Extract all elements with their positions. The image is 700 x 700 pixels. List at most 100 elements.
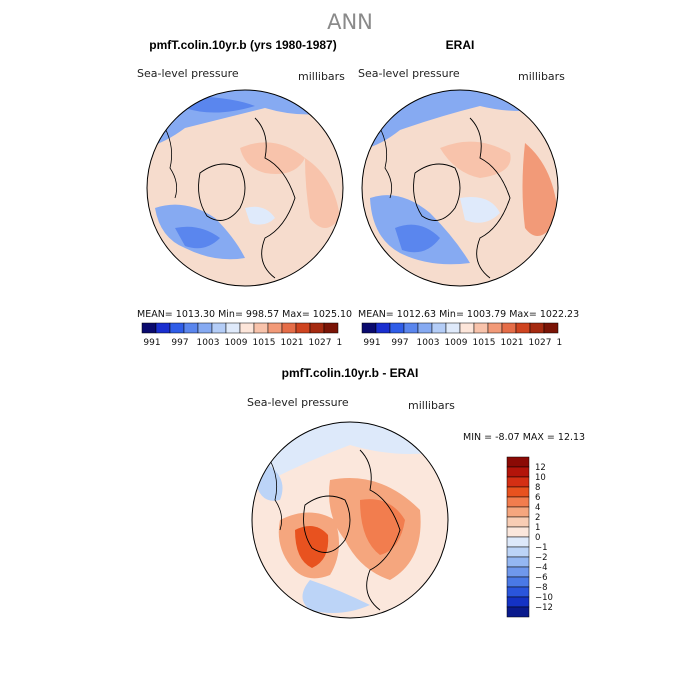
colorbar-boxes — [361, 322, 559, 334]
colorbar-tick-label: 12 — [535, 463, 546, 473]
colorbar-tick-label: 991 — [143, 338, 160, 347]
obs-variable-label: Sea-level pressure — [358, 67, 460, 80]
colorbar-box — [501, 322, 517, 334]
colorbar-box — [267, 322, 283, 334]
colorbar-box — [183, 322, 199, 334]
colorbar-boxes — [141, 322, 339, 334]
colorbar-box — [417, 322, 433, 334]
colorbar-box — [309, 322, 325, 334]
coastline — [254, 117, 296, 279]
model-units-label: millibars — [298, 70, 345, 83]
obs-stats: MEAN= 1012.63 Min= 1003.79 Max= 1022.23 — [358, 309, 580, 320]
colorbar-tick-label: −12 — [535, 603, 553, 613]
map-boundary — [251, 421, 449, 619]
colorbar-box — [506, 536, 530, 548]
colorbar-tick-label: 1033 — [337, 338, 342, 347]
colorbar-labels: 991 997 1003 1009 1015 1021 1027 1033 — [143, 338, 342, 347]
colorbar-box — [506, 556, 530, 568]
model-variable-label: Sea-level pressure — [137, 67, 239, 80]
coastline — [303, 495, 351, 553]
colorbar-tick-label: −1 — [535, 543, 548, 553]
colorbar-box — [295, 322, 311, 334]
model-panel-title: pmfT.colin.10yr.b (yrs 1980-1987) — [149, 38, 337, 52]
coastline — [413, 163, 461, 221]
coastline — [269, 459, 283, 531]
colorbar-box — [506, 546, 530, 558]
colorbar-box — [515, 322, 531, 334]
high-pressure-region — [440, 141, 511, 178]
colorbar-tick-label: 0 — [535, 533, 540, 543]
positive-anomaly-region — [360, 499, 405, 555]
coastline — [469, 117, 511, 279]
colorbar-tick-label: −4 — [535, 563, 548, 573]
colorbar-tick-label: 1033 — [557, 338, 562, 347]
colorbar-box — [253, 322, 269, 334]
figure-title: ANN — [327, 10, 373, 34]
colorbar-box — [506, 516, 530, 528]
colorbar-box — [506, 466, 530, 478]
colorbar-tick-label: 1027 — [529, 338, 552, 347]
colorbar-box — [141, 322, 157, 334]
colorbar-tick-label: 1 — [535, 523, 540, 533]
colorbar-box — [197, 322, 213, 334]
negative-anomaly-region — [302, 580, 370, 614]
map-boundary — [146, 89, 344, 287]
colorbar-box — [506, 596, 530, 608]
colorbar-box — [211, 322, 227, 334]
colorbar-tick-label: 6 — [535, 493, 540, 503]
model-colorbar: 991 997 1003 1009 1015 1021 1027 1033 — [141, 322, 342, 347]
coastline — [379, 127, 393, 199]
colorbar-box — [473, 322, 489, 334]
colorbar-tick-label: 1003 — [197, 338, 220, 347]
colorbar-box — [487, 322, 503, 334]
colorbar-box — [506, 526, 530, 538]
colorbar-tick-label: 1009 — [445, 338, 468, 347]
colorbar-box — [239, 322, 255, 334]
colorbar-box — [403, 322, 419, 334]
colorbar-tick-label: 1009 — [225, 338, 248, 347]
colorbar-tick-label: 991 — [363, 338, 380, 347]
model-polar-map — [146, 89, 344, 287]
colorbar-box — [281, 322, 297, 334]
high-pressure-region — [522, 143, 558, 236]
diff-polar-map — [251, 421, 449, 619]
diff-units-label: millibars — [408, 399, 455, 412]
colorbar-tick-label: 1015 — [473, 338, 496, 347]
high-pressure-region — [305, 158, 340, 228]
colorbar-box — [506, 586, 530, 598]
neutral-region — [245, 206, 275, 225]
colorbar-tick-label: −2 — [535, 553, 548, 563]
colorbar-tick-label: −10 — [535, 593, 553, 603]
obs-colorbar: 991 997 1003 1009 1015 1021 1027 1033 — [361, 322, 562, 347]
colorbar-box — [155, 322, 171, 334]
colorbar-tick-label: 10 — [535, 473, 546, 483]
colorbar-box — [459, 322, 475, 334]
colorbar-box — [445, 322, 461, 334]
colorbar-box — [506, 506, 530, 518]
colorbar-boxes — [506, 456, 530, 618]
colorbar-box — [389, 322, 405, 334]
coastline — [164, 127, 178, 199]
colorbar-tick-label: 1021 — [281, 338, 304, 347]
colorbar-tick-label: 1015 — [253, 338, 276, 347]
colorbar-box — [361, 322, 377, 334]
colorbar-box — [506, 576, 530, 588]
colorbar-box — [375, 322, 391, 334]
colorbar-box — [506, 496, 530, 508]
colorbar-box — [543, 322, 559, 334]
colorbar-tick-label: 8 — [535, 483, 540, 493]
coastline — [198, 163, 246, 221]
colorbar-box — [506, 456, 530, 468]
model-stats: MEAN= 1013.30 Min= 998.57 Max= 1025.10 — [137, 309, 353, 320]
colorbar-box — [431, 322, 447, 334]
high-pressure-region — [240, 142, 305, 174]
colorbar-box — [323, 322, 339, 334]
colorbar-tick-label: 4 — [535, 503, 540, 513]
colorbar-tick-label: 1021 — [501, 338, 524, 347]
colorbar-tick-label: 997 — [171, 338, 188, 347]
obs-polar-map — [361, 89, 559, 287]
colorbar-box — [169, 322, 185, 334]
colorbar-box — [529, 322, 545, 334]
